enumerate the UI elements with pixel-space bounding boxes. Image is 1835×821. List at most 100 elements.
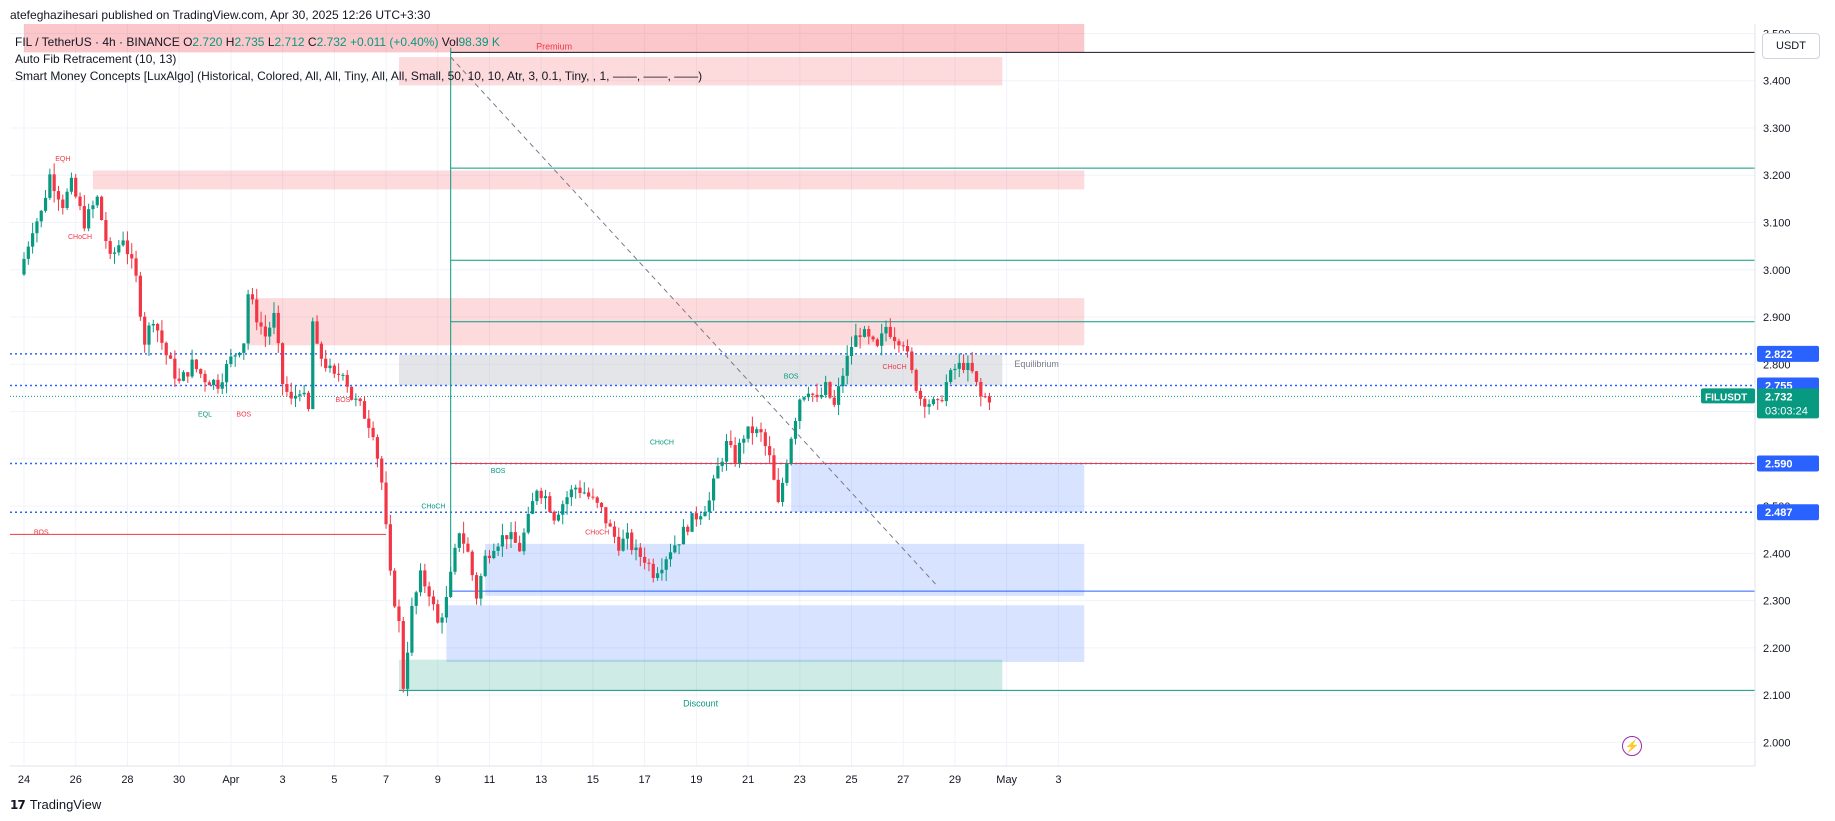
candle [173,350,177,387]
candle-body [276,312,280,344]
candle-body [237,352,242,356]
candle-body [884,326,888,334]
candle [582,482,586,495]
candle [410,597,414,656]
x-axis: 24 26 28 30 Apr 3 5 7 9 11 13 15 17 19 21 23 25 27 29 May 3 [10,765,1755,786]
candle-body [677,544,681,546]
candle [677,544,681,555]
candle [328,358,332,373]
candle-body [43,197,48,211]
candle [862,325,867,338]
high-value: 2.735 [234,35,265,49]
lightning-icon[interactable]: ⚡ [1622,736,1642,756]
annotation-choch: CHoCH [650,440,674,447]
price-chart[interactable]: Premium Equilibrium Discount EQH CHoCH EQL BOS… [0,24,1835,791]
candle [888,318,892,339]
footer-brand[interactable]: 17 TradingView [10,797,101,812]
candle-body [755,429,759,434]
candle [845,345,849,385]
candle-body [703,511,707,517]
candle [905,339,910,358]
candle-body [893,336,897,342]
candle [858,327,862,349]
chart-area[interactable]: Premium Equilibrium Discount EQH CHoCH EQL BOS… [0,24,1835,791]
candle-body [302,392,306,395]
x-tick-label: 3 [1055,774,1061,786]
candle-body [436,604,440,623]
candle-body [242,343,246,353]
reference-lines [10,47,1755,691]
price-label-bg [1757,455,1819,472]
candle-body [328,365,332,369]
grid-lines [10,24,1755,766]
y-tick-label: 2.900 [1763,312,1791,324]
candle [164,341,168,365]
zone-label-discount: Discount [683,698,719,708]
candle [462,521,466,554]
annotation-choch: CHoCH [421,503,445,510]
candle-body [961,362,966,370]
zone-supply [92,170,1085,190]
candle [703,505,707,517]
candle [276,305,280,353]
candles [22,163,992,697]
candle-body [354,398,358,400]
candle [315,315,319,345]
candle [427,581,431,607]
candle [418,563,423,597]
candle [216,374,220,394]
chart-legend: FIL / TetherUS · 4h · BINANCE O2.720 H2.… [15,34,702,85]
symbol-label[interactable]: FIL / TetherUS · 4h · BINANCE [15,35,180,49]
candle [931,396,936,406]
candle [341,372,345,381]
x-tick-label: 5 [331,774,337,786]
annotation-bos: BOS [336,397,351,404]
candle [617,527,621,556]
candle-body [186,372,190,377]
currency-button[interactable]: USDT [1762,33,1820,59]
candle-body [716,465,720,479]
candle-body [543,496,548,499]
candle [449,566,453,599]
candle-body [311,321,315,410]
candle [393,568,397,609]
candle-body [509,532,513,540]
candle-body [56,191,61,200]
candle-body [530,501,535,514]
candle [724,434,729,471]
candle [556,510,561,522]
candle [806,386,811,402]
candle [143,312,147,353]
y-axis: 2.0002.1002.2002.3002.4002.5002.6002.700… [1701,24,1819,766]
candle [901,341,905,352]
candle-body [285,384,289,392]
candle [737,438,742,468]
candle [302,384,306,397]
candle-body [91,205,95,210]
candle [52,163,56,203]
candle-body [203,373,207,383]
candle-body [414,592,418,606]
candle-body [905,346,910,352]
zones [24,24,1085,691]
candle-body [117,245,121,253]
candle [91,200,95,219]
candle [836,377,841,416]
indicator-fib[interactable]: Auto Fib Retracement (10, 13) [15,52,177,66]
candle [99,195,104,221]
candle [867,325,871,345]
candle [453,543,457,575]
x-tick-label: 30 [173,774,185,786]
candle-body [492,550,496,559]
indicator-smc[interactable]: Smart Money Concepts [LuxAlgo] (Historic… [15,69,703,83]
structure-annotations: EQH CHoCH EQL BOS BOS BOS CHoCH BOS CHoCH CHoCH BO… [34,156,907,536]
candle [246,289,250,350]
candle [268,321,272,345]
candle [65,188,69,211]
candle-body [147,325,151,345]
candle [259,311,263,335]
x-tick-label: Apr [222,774,239,786]
candle [897,338,901,353]
candle [604,507,608,529]
candle [358,397,362,406]
